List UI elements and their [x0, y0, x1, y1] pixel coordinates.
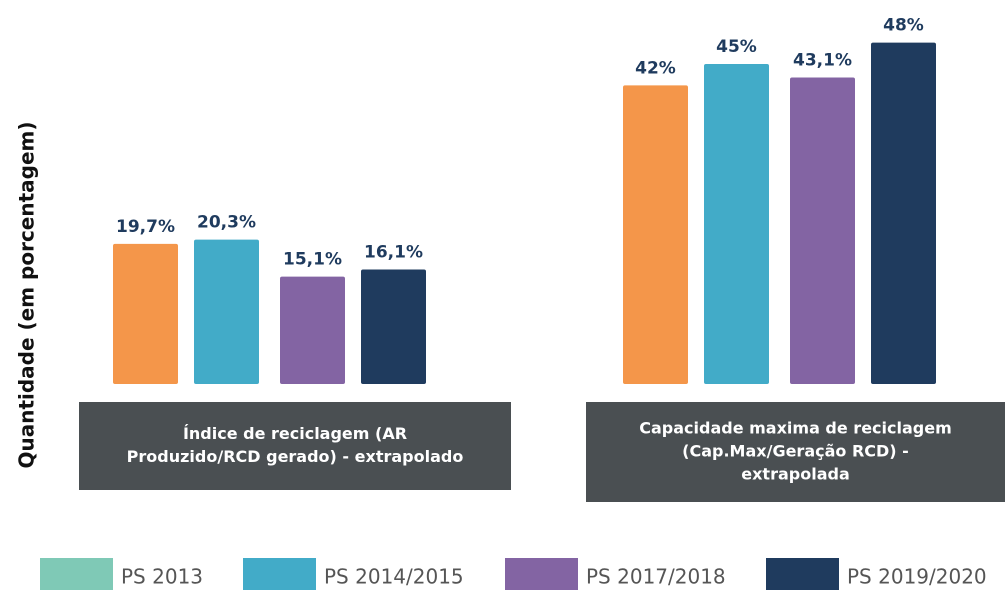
x-tick-label: (Cap.Max/Geração RCD) -: [682, 442, 909, 461]
value-label: 43,1%: [793, 51, 852, 71]
legend-swatch: [766, 558, 839, 590]
bar: [280, 276, 345, 384]
legend-label: PS 2019/2020: [847, 565, 987, 589]
value-label: 15,1%: [283, 250, 342, 270]
x-tick-label: extrapolada: [741, 465, 849, 484]
legend-label: PS 2013: [121, 565, 203, 589]
value-label: 45%: [716, 37, 757, 57]
value-label: 19,7%: [116, 217, 175, 237]
legend-swatch: [505, 558, 578, 590]
value-label: 16,1%: [364, 243, 423, 263]
value-label: 48%: [883, 16, 924, 36]
legend-label: PS 2017/2018: [586, 565, 726, 589]
y-axis-label: Quantidade (em porcentagem): [15, 121, 39, 468]
category-box: [79, 402, 511, 490]
bar: [194, 239, 259, 384]
x-tick-label: Capacidade maxima de reciclagem: [639, 419, 952, 438]
category-box: [586, 402, 1005, 502]
bar: [361, 269, 426, 384]
bar: [871, 42, 936, 385]
legend-label: PS 2014/2015: [324, 565, 464, 589]
value-label: 42%: [635, 58, 676, 78]
value-label: 20,3%: [197, 213, 256, 233]
legend-swatch: [243, 558, 316, 590]
bar: [790, 77, 855, 384]
bar: [113, 243, 178, 384]
x-tick-label: Produzido/RCD gerado) - extrapolado: [127, 447, 464, 466]
legend-swatch: [40, 558, 113, 590]
bar: [623, 85, 688, 384]
bar: [704, 64, 769, 384]
x-tick-label: Índice de reciclagem (AR: [183, 424, 407, 443]
